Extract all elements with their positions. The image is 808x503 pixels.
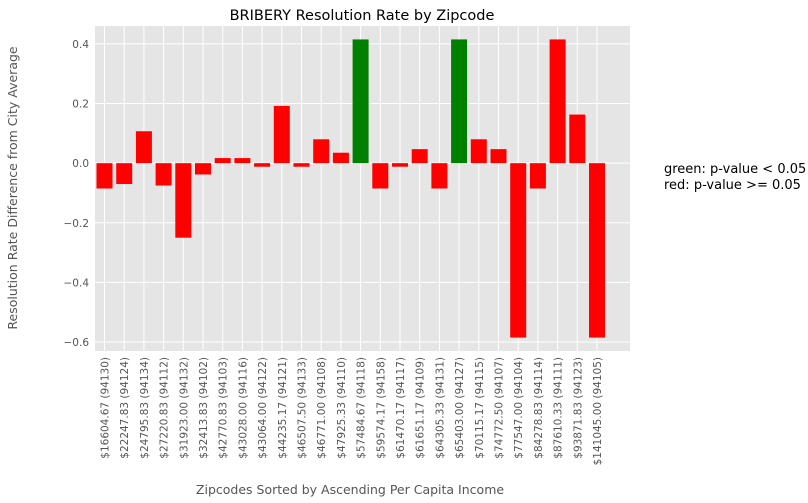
y-axis-label: Resolution Rate Difference from City Ave…: [5, 46, 20, 330]
y-tick-label: −0.6: [64, 337, 90, 349]
bar-9: [273, 105, 290, 164]
bar-7: [234, 158, 251, 164]
chart-title: BRIBERY Resolution Rate by Zipcode: [230, 8, 495, 24]
x-tick-label: $70115.17 (94115): [474, 357, 486, 459]
x-tick-label: $74772.50 (94107): [494, 357, 506, 459]
bar-10: [293, 163, 310, 167]
legend-note-green: green: p-value < 0.05: [664, 162, 807, 177]
bar-19: [470, 139, 487, 164]
bar-16: [411, 149, 428, 164]
x-tick-label: $93871.83 (94123): [572, 357, 584, 459]
bar-13: [352, 39, 369, 164]
bar-1: [116, 163, 133, 185]
y-tick-labels: −0.6 −0.4 −0.2 0.0 0.2 0.4: [64, 39, 90, 349]
x-tick-label: $42770.83 (94103): [218, 357, 230, 459]
x-tick-label: $22247.83 (94124): [119, 357, 131, 459]
x-tick-label: $65403.00 (94127): [454, 357, 466, 459]
p-value-legend-note: green: p-value < 0.05 red: p-value >= 0.…: [664, 162, 806, 194]
x-tick-label: $31923.00 (94132): [178, 357, 190, 459]
y-tick-label: 0.0: [72, 158, 89, 170]
bar-8: [254, 163, 271, 167]
x-tick-labels: $16604.67 (94130) $22247.83 (94124) $24795…: [100, 357, 605, 465]
bar-11: [313, 139, 330, 164]
bar-4: [175, 163, 192, 238]
y-tick-label: −0.4: [64, 277, 90, 289]
x-tick-label: $47925.33 (94110): [336, 357, 348, 459]
y-tick-label: 0.2: [72, 99, 89, 111]
x-tick-label: $57484.67 (94118): [356, 357, 368, 459]
x-tick-label: $59574.17 (94158): [375, 357, 387, 459]
y-tick-label: 0.4: [72, 39, 89, 51]
bar-2: [135, 131, 152, 164]
bar-18: [451, 39, 468, 164]
x-tick-label: $32413.83 (94102): [198, 357, 210, 459]
bars: [96, 39, 605, 338]
x-tick-label: $24795.83 (94134): [139, 357, 151, 459]
bar-14: [372, 163, 389, 189]
bar-17: [431, 163, 448, 189]
bar-6: [214, 158, 231, 164]
bar-23: [549, 39, 566, 164]
bar-21: [510, 163, 527, 338]
x-axis-label: Zipcodes Sorted by Ascending Per Capita …: [196, 482, 504, 497]
bar-24: [569, 114, 586, 164]
x-tick-label: $44235.17 (94121): [277, 357, 289, 459]
x-tick-label: $61651.17 (94109): [415, 357, 427, 459]
bar-25: [589, 163, 605, 338]
x-tick-label: $77547.00 (94104): [513, 357, 525, 459]
x-tick-label: $87610.33 (94111): [553, 357, 565, 459]
x-tick-label: $141045.00 (94105): [592, 357, 604, 465]
y-tick-label: −0.2: [64, 218, 90, 230]
x-tick-label: $84278.83 (94114): [533, 357, 545, 459]
x-tick-label: $64305.33 (94131): [434, 357, 446, 459]
x-tick-label: $43028.00 (94116): [237, 357, 249, 459]
x-tick-label: $27220.83 (94112): [159, 357, 171, 459]
legend-note-red: red: p-value >= 0.05: [664, 178, 801, 193]
bar-3: [155, 163, 172, 186]
bar-15: [392, 163, 408, 167]
bar-22: [529, 163, 546, 189]
bar-12: [332, 152, 349, 164]
x-tick-label: $43064.00 (94122): [257, 357, 269, 459]
x-tick-label: $46771.00 (94108): [316, 357, 328, 459]
x-tick-label: $16604.67 (94130): [100, 357, 112, 459]
bar-0: [96, 163, 113, 189]
x-tick-label: $61470.17 (94117): [395, 357, 407, 459]
bar-20: [490, 149, 507, 164]
bar-5: [195, 163, 211, 175]
x-tick-label: $46507.50 (94133): [297, 357, 309, 459]
